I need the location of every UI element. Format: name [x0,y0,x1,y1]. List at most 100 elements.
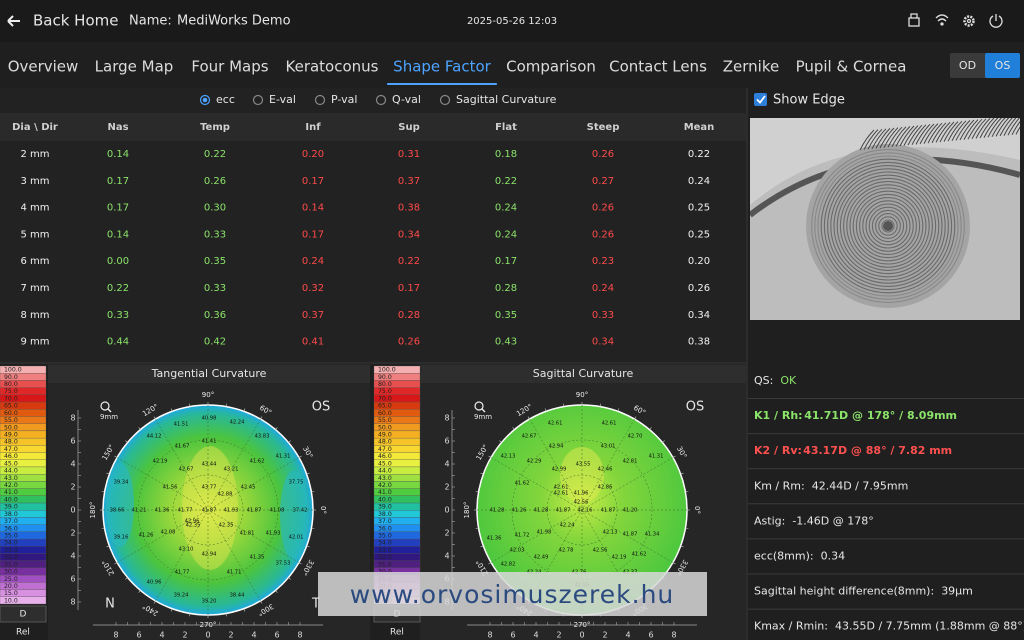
eyelash [931,122,947,144]
scale-label: 34.0 [378,540,392,547]
datetime: 2025-05-26 12:03 [467,16,557,27]
eyelash [951,120,967,142]
zoom-icon[interactable] [100,401,110,411]
info-label: K2 / Rv: [754,444,802,457]
print-icon[interactable] [908,17,920,27]
tab[interactable]: Four Maps [191,58,268,76]
v-axis-tick: 6 [70,575,75,584]
settings-icon[interactable] [963,15,975,27]
table-cell: 0.36 [204,310,226,321]
scale-label: 46.0 [378,453,392,460]
map-outer-tick [662,440,665,443]
map-value: 41.81 [240,531,255,537]
h-axis-tick: 4 [533,631,538,640]
table-cell: 0.37 [302,310,324,321]
toggle-option[interactable]: OS [995,59,1011,72]
map-outer-tick [138,427,141,430]
scale-label: 47.0 [4,446,18,453]
scale-mode[interactable]: Rel [390,628,404,638]
map-outer-tick [527,416,530,420]
tab[interactable]: Overview [8,58,79,76]
map-outer-tick [260,600,263,604]
radio-label[interactable]: ecc [216,93,235,106]
table-cell: 4 mm [20,203,49,214]
map-value: 42.19 [153,459,168,465]
info-label: Astig: [754,514,785,527]
tab[interactable]: Keratoconus [286,58,379,76]
map-value: 42.19 [612,555,627,561]
radio[interactable] [252,94,264,106]
placido-ring [855,193,921,259]
pupil-reflex [883,221,893,231]
map-value: 41.28 [534,508,549,514]
h-axis-tick: 8 [487,631,492,640]
placido-ring [820,158,956,294]
eyelash [991,118,1006,138]
info-label: Sagittal height difference(8mm): [754,585,934,598]
eyelash [983,118,999,138]
map-value: 41.26 [139,533,154,539]
map-value: 41.72 [515,533,530,539]
map-value: 42.67 [522,434,537,440]
map-value: 41.35 [250,555,265,561]
radio[interactable] [199,94,211,106]
scale-cell [0,596,47,605]
angle-label: 0° [319,506,327,514]
zoom-icon[interactable] [474,401,484,411]
tab[interactable]: Shape Factor [393,58,491,76]
radio-label[interactable]: Sagittal Curvature [456,93,557,106]
info-value: OK [780,374,797,387]
map-outer-tick [188,613,191,617]
map-value: 42.24 [230,420,246,426]
eyelash [1003,118,1017,136]
back-home[interactable]: Back Home [33,12,118,30]
tab[interactable]: Comparison [506,58,596,76]
map-outer-tick [106,545,110,548]
tab[interactable]: Zernike [723,58,779,76]
scale-label: 38.0 [4,511,18,518]
map-outer-tick [106,472,110,475]
scale-mode[interactable]: Rel [16,628,30,638]
h-axis-tick: 0 [205,631,210,640]
radio[interactable] [375,94,387,106]
tab[interactable]: Pupil & Cornea [796,58,907,76]
toggle-selected [985,53,1020,78]
tab[interactable]: Large Map [95,58,174,76]
v-axis-tick: 2 [444,529,449,538]
eyelash [975,118,991,139]
back-arrow[interactable] [7,15,20,27]
radio-label[interactable]: Q-val [392,93,421,106]
radio[interactable] [314,94,326,106]
radio[interactable] [439,94,451,106]
eyelash [859,129,875,151]
table-cell: 8 mm [20,310,49,321]
scale-label: 90.0 [378,374,392,381]
h-axis-tick: 6 [274,631,279,640]
table-cell: 0.26 [688,283,710,294]
table-header-bg [0,113,746,141]
info-label: Kmax / Rmin: [754,620,828,633]
placido-ring [868,206,908,246]
tab[interactable]: Contact Lens [609,58,707,76]
map-title-bar [48,365,370,383]
power-icon[interactable] [989,14,1003,28]
show-edge-label[interactable]: Show Edge [773,93,845,108]
map-value: 43.10 [179,547,194,553]
radio-label[interactable]: E-val [269,93,296,106]
scale-label: 80.0 [378,381,392,388]
map-title-bar [420,365,746,383]
table-cell: 0.44 [107,337,129,348]
table-cell: 0.24 [688,176,710,187]
eye-toggle-options: OD OS [959,53,1020,78]
watermark: www.orvosimuszerek.hu [350,580,675,609]
eyelash [871,128,887,150]
map-outer-tick [153,600,156,604]
scale-label: 75.0 [378,388,392,395]
table-cell: 0.33 [107,310,129,321]
radio-label[interactable]: P-val [331,93,357,106]
toggle-option[interactable]: OD [959,59,976,72]
eyelash [919,123,935,145]
show-edge-checkbox[interactable] [754,93,767,106]
eyelash [1007,118,1020,136]
placido-ring [833,171,943,281]
